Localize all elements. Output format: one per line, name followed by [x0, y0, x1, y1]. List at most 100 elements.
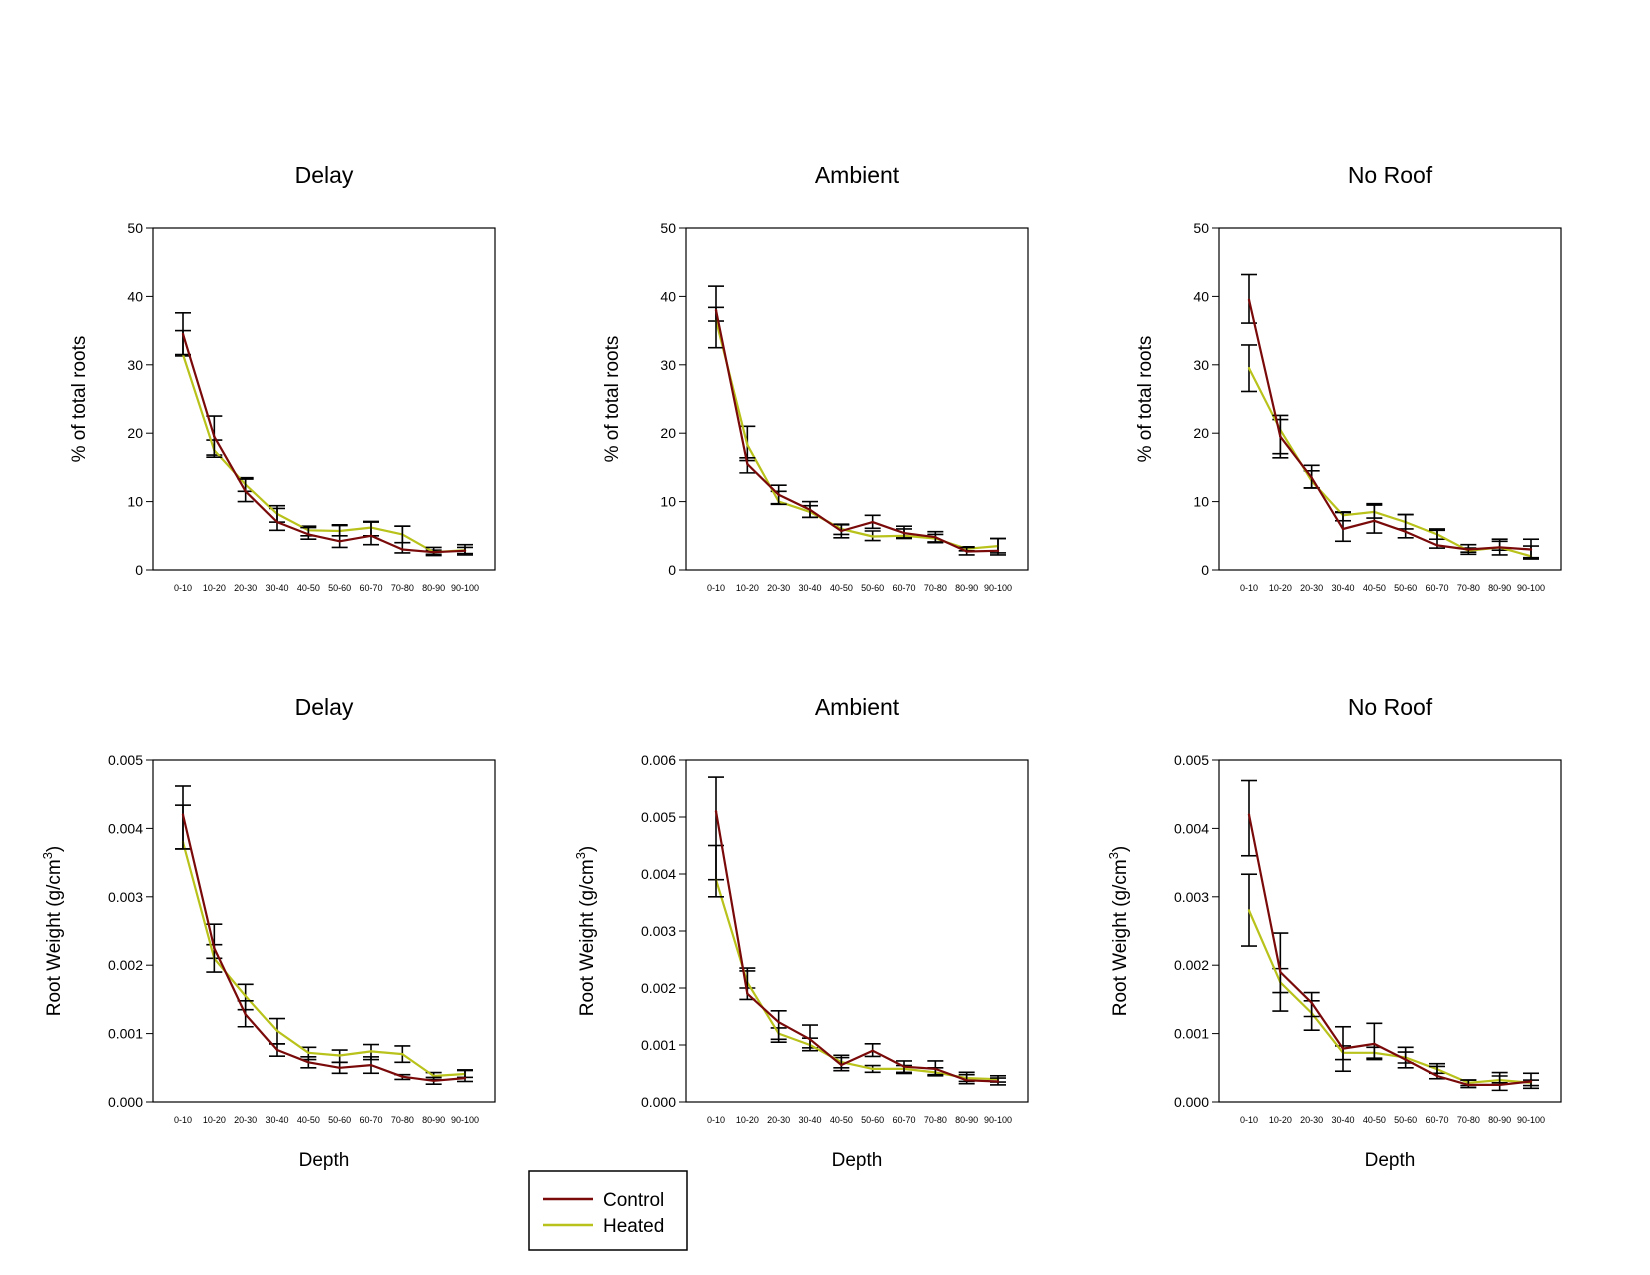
data-point-heated — [244, 994, 247, 998]
data-point-control — [1467, 1083, 1470, 1087]
x-tick-label: 80-90 — [1488, 583, 1511, 593]
x-tick-label: 10-20 — [736, 583, 759, 593]
data-point-control — [871, 1049, 874, 1052]
y-axis-label-text: % of total roots — [602, 336, 623, 463]
x-tick-label: 30-40 — [798, 583, 821, 593]
data-point-control — [965, 550, 968, 553]
legend: Control Heated — [528, 1170, 688, 1251]
x-tick-label: 50-60 — [328, 1115, 351, 1125]
y-tick-label: 50 — [660, 220, 676, 236]
series-control — [175, 785, 473, 1086]
series-heated — [175, 804, 473, 1081]
data-point-control — [244, 1013, 247, 1016]
y-axis-label: Root Weight (g/cm3) — [40, 846, 65, 1017]
x-tick-label: 50-60 — [861, 1115, 884, 1125]
chart-title: Delay — [295, 694, 354, 720]
x-tick-label: 90-100 — [451, 583, 479, 593]
series-heated — [708, 844, 1006, 1083]
x-tick-label: 80-90 — [1488, 1115, 1511, 1125]
data-point-control — [1373, 1042, 1376, 1046]
x-tick-label: 0-10 — [1240, 1115, 1258, 1125]
data-point-control — [1373, 519, 1376, 522]
y-axis-label-superscript: 3 — [40, 852, 55, 859]
x-tick-label: 90-100 — [1517, 583, 1545, 593]
y-tick-label: 0.002 — [108, 957, 143, 973]
y-tick-label: 0.000 — [641, 1094, 676, 1110]
data-point-control — [996, 549, 1000, 553]
x-tick-label: 30-40 — [1331, 1115, 1354, 1125]
chart-title: No Roof — [1348, 162, 1433, 188]
series-control — [708, 285, 1006, 556]
x-tick-label: 0-10 — [707, 583, 725, 593]
y-tick-label: 20 — [127, 425, 143, 441]
series-line-heated — [1248, 367, 1532, 558]
series-control — [175, 312, 473, 557]
y-tick-label: 50 — [1193, 220, 1209, 236]
data-point-control — [1247, 298, 1251, 302]
x-tick-label: 10-20 — [1269, 583, 1292, 593]
y-axis-label-text: Root Weight (g/cm — [577, 859, 598, 1016]
data-point-control — [181, 813, 185, 816]
data-point-control — [746, 462, 749, 466]
x-tick-label: 10-20 — [203, 1115, 226, 1125]
data-point-control — [338, 540, 341, 543]
data-point-control — [1467, 548, 1470, 551]
x-tick-label: 70-80 — [924, 583, 947, 593]
y-tick-label: 0.002 — [1174, 957, 1209, 973]
plot-frame — [685, 227, 1029, 571]
x-tick-label: 10-20 — [1269, 1115, 1292, 1125]
data-point-control — [244, 490, 247, 493]
data-point-control — [307, 533, 310, 536]
series-heated — [1241, 873, 1539, 1087]
chart-panel: No Roof 0.000 0.001 0.002 0.003 0.004 0.005 0-1… — [1106, 694, 1562, 1171]
x-tick-label: 0-10 — [707, 1115, 725, 1125]
data-point-heated — [401, 1052, 404, 1056]
data-point-control — [338, 1066, 341, 1070]
chart-panel: Ambient 0.000 0.001 0.002 0.003 0.004 0.005 0.0… — [573, 694, 1029, 1171]
data-point-control — [1310, 476, 1313, 479]
y-tick-label: 0.005 — [1174, 752, 1209, 768]
series-control — [708, 776, 1006, 1086]
series-line-control — [1247, 814, 1532, 1087]
data-point-heated — [746, 443, 749, 447]
y-tick-label: 40 — [127, 288, 143, 304]
series-line-heated — [714, 320, 999, 550]
data-point-control — [213, 946, 216, 950]
x-axis-label: Depth — [299, 1150, 350, 1171]
series-line-control — [181, 814, 466, 1082]
series-control — [1241, 779, 1539, 1092]
data-point-heated — [1247, 909, 1251, 912]
legend-label-heated: Heated — [603, 1216, 664, 1237]
data-point-control — [1498, 546, 1501, 549]
plot-frame — [152, 227, 496, 571]
data-point-control — [840, 1063, 843, 1067]
data-point-control — [1341, 1047, 1345, 1050]
y-axis-label: % of total roots — [69, 336, 90, 463]
y-axis-label-text: Root Weight (g/cm — [44, 859, 65, 1016]
data-point-control — [746, 992, 749, 995]
x-tick-label: 30-40 — [798, 1115, 821, 1125]
x-tick-label: 0-10 — [174, 1115, 192, 1125]
x-tick-label: 40-50 — [830, 583, 853, 593]
data-point-heated — [1247, 367, 1251, 370]
y-axis-label-text: Root Weight (g/cm — [1110, 859, 1131, 1016]
x-tick-label: 50-60 — [328, 583, 351, 593]
x-tick-label: 20-30 — [767, 583, 790, 593]
x-tick-label: 90-100 — [1517, 1115, 1545, 1125]
chart-title: Ambient — [815, 694, 900, 720]
data-point-control — [401, 1075, 404, 1078]
chart-panel: No Roof 0 10 20 30 40 50 0-10 10-20 20-30 30-40 40-… — [1135, 162, 1562, 593]
chart-panel: Delay 0 10 20 30 40 50 0-10 10-20 20-30 30-40 40-50… — [69, 162, 496, 593]
plot-frame — [1218, 759, 1562, 1103]
y-tick-label: 0.004 — [1174, 820, 1209, 836]
data-point-control — [902, 531, 906, 535]
x-tick-label: 40-50 — [297, 1115, 320, 1125]
data-point-control — [1247, 813, 1251, 816]
legend-label-control: Control — [603, 1190, 664, 1211]
data-point-heated — [369, 1050, 373, 1053]
series-line-heated — [181, 841, 466, 1078]
y-axis-label: % of total roots — [1135, 336, 1156, 463]
y-tick-label: 0.006 — [641, 752, 676, 768]
data-point-control — [275, 520, 279, 524]
